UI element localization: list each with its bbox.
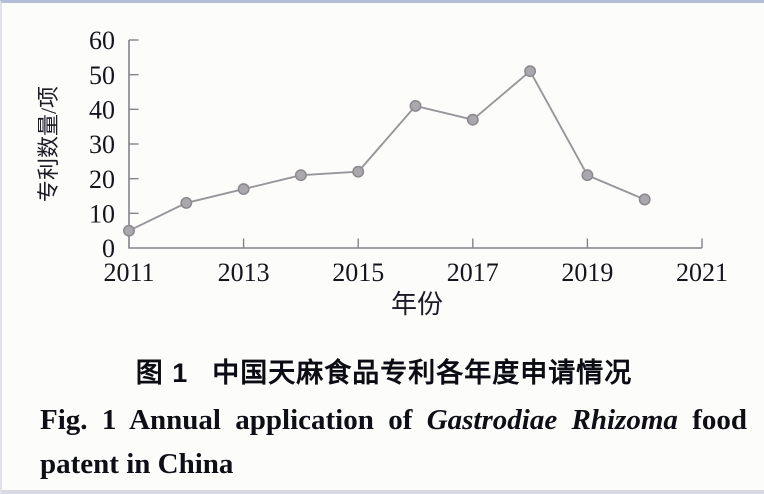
figure-title-en-part1: Annual application of xyxy=(129,404,413,436)
data-point-2020 xyxy=(638,193,651,206)
x-tick-label: 2017 xyxy=(447,258,499,287)
figure-caption-en-line1: Fig. 1 Annual application of Gastrodiae … xyxy=(40,403,747,437)
data-point-2016 xyxy=(409,99,422,112)
data-point-2012 xyxy=(180,196,193,209)
data-point-2013 xyxy=(237,183,250,196)
data-point-2015 xyxy=(352,165,365,178)
x-tick-label: 2019 xyxy=(561,258,613,287)
y-tick-label: 10 xyxy=(89,199,115,228)
x-axis-title: 年份 xyxy=(391,290,443,319)
figure-title-cn: 中国天麻食品专利各年度申请情况 xyxy=(212,358,633,388)
axes xyxy=(128,40,702,249)
page-bottom-edge xyxy=(2,490,764,494)
data-point-2011 xyxy=(123,224,135,237)
y-tick-label: 0 xyxy=(102,234,115,263)
data-point-2018 xyxy=(524,65,537,78)
data-point-2019 xyxy=(581,169,594,182)
line-chart: 0 10 20 30 40 50 60 2011 2013 2015 2017 2019 2021 专利数… xyxy=(36,26,728,319)
y-tick-label: 40 xyxy=(89,95,115,124)
y-tick-label: 20 xyxy=(89,165,115,194)
series-line xyxy=(128,70,646,232)
figure-number-cn: 图 1 xyxy=(135,358,189,388)
figure-title-en-part2: food xyxy=(692,404,748,436)
x-tick-label: 2015 xyxy=(332,258,384,287)
y-tick-label: 60 xyxy=(89,26,115,55)
x-tick-label: 2013 xyxy=(218,258,270,287)
y-tick-label: 30 xyxy=(89,130,115,159)
data-point-2014 xyxy=(294,169,307,182)
y-axis-title: 专利数量/项 xyxy=(36,86,61,202)
figure-caption-en-line2: patent in China xyxy=(40,448,234,480)
data-point-2017 xyxy=(466,113,479,126)
figure-title-en-latin-name: Gastrodiae Rhizoma xyxy=(426,404,678,436)
x-tick-label: 2011 xyxy=(103,258,154,287)
figure-number-en: Fig. 1 xyxy=(40,404,117,436)
x-tick-label: 2021 xyxy=(676,258,728,287)
figure-caption-cn: 图 1 中国天麻食品专利各年度申请情况 xyxy=(2,351,764,390)
y-tick-label: 50 xyxy=(89,61,115,90)
